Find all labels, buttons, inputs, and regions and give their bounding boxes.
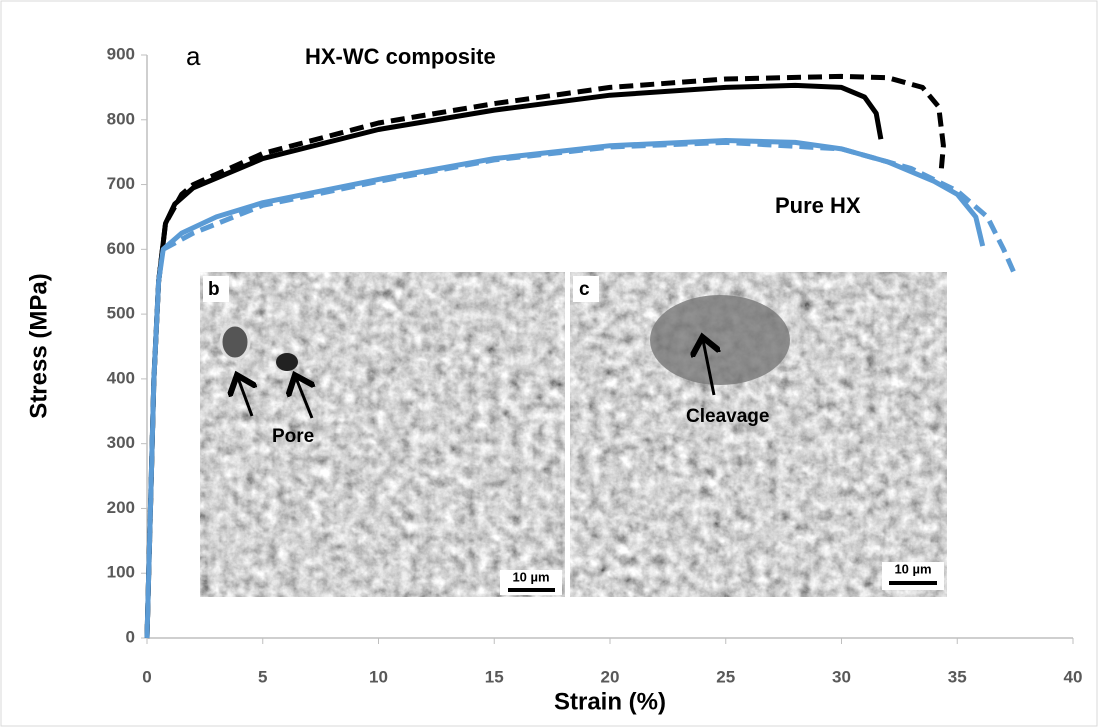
x-tick-label: 5: [258, 667, 267, 686]
inset-b: b Pore 10 µm: [200, 272, 565, 597]
inset-label: c: [579, 279, 590, 300]
y-tick-label: 0: [126, 627, 135, 646]
x-tick-label: 10: [369, 667, 388, 686]
y-tick-label: 300: [107, 433, 135, 452]
scale-bar-label: 10 µm: [512, 569, 549, 584]
x-tick-label: 0: [142, 667, 151, 686]
pore: [276, 353, 298, 371]
x-tick-label: 15: [485, 667, 504, 686]
inset-label: b: [208, 279, 220, 300]
y-tick-label: 100: [107, 563, 135, 582]
y-tick-label: 900: [107, 44, 135, 63]
inset-annotation: Pore: [272, 426, 314, 447]
chart-title: a: [186, 41, 201, 71]
x-tick-label: 20: [601, 667, 620, 686]
y-tick-label: 600: [107, 239, 135, 258]
x-tick-label: 30: [832, 667, 851, 686]
x-tick-label: 35: [948, 667, 967, 686]
inset-annotation: Cleavage: [686, 406, 769, 427]
x-axis-label: Strain (%): [554, 688, 666, 715]
y-tick-label: 800: [107, 109, 135, 128]
cleavage-region: [650, 295, 790, 385]
annotation: Pure HX: [775, 193, 861, 218]
y-tick-label: 200: [107, 498, 135, 517]
x-tick-label: 40: [1064, 667, 1083, 686]
y-tick-label: 500: [107, 304, 135, 323]
pore: [221, 325, 249, 359]
scale-bar-label: 10 µm: [894, 561, 931, 576]
y-axis-label: Stress (MPa): [25, 273, 52, 418]
y-tick-label: 700: [107, 174, 135, 193]
sem-image: [200, 272, 565, 597]
y-tick-label: 400: [107, 368, 135, 387]
annotation: HX-WC composite: [305, 44, 496, 69]
x-tick-label: 25: [716, 667, 735, 686]
chart: b Pore 10 µm c Cleavage 10 µm a HX-WC co…: [0, 0, 1098, 727]
inset-c: c Cleavage 10 µm: [570, 272, 947, 597]
